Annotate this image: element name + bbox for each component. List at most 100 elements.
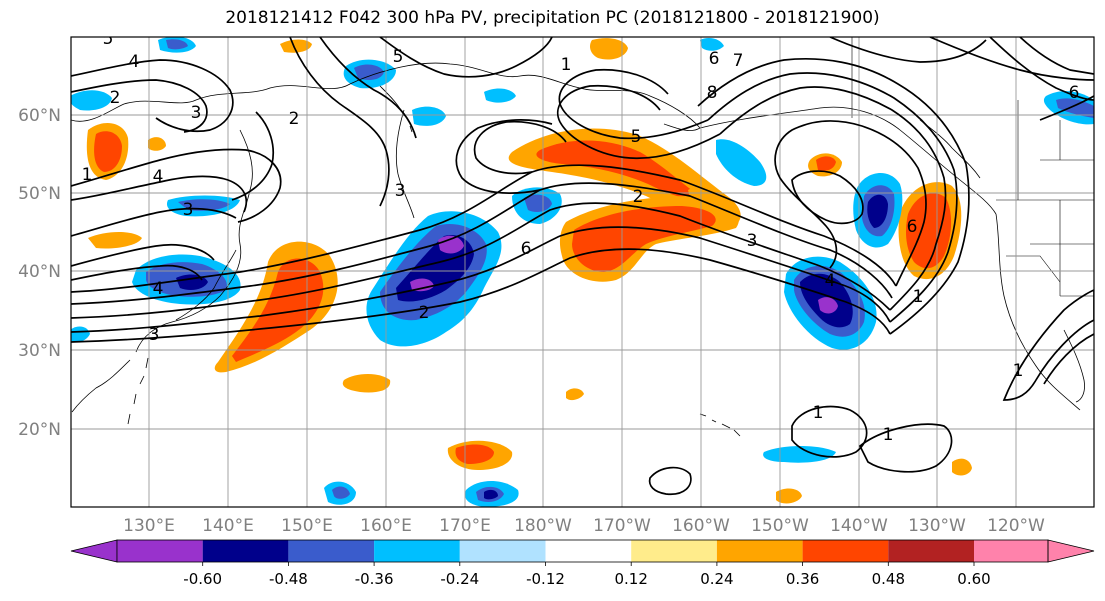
negative-precip-region	[438, 235, 464, 254]
negative-precip-region	[412, 106, 446, 126]
contour-label: 4	[825, 271, 836, 291]
colorbar-segment	[459, 540, 546, 562]
lon-label: 160°E	[360, 516, 412, 536]
colorbar-segment	[374, 540, 460, 562]
negative-precip-region	[716, 139, 767, 186]
contour-label: 6	[521, 239, 532, 259]
colorbar-tick-label: -0.48	[269, 570, 308, 588]
negative-precip-region	[71, 326, 90, 342]
contour-label: 6	[1069, 83, 1080, 103]
colorbar-tick-labels: -0.60 -0.48 -0.36 -0.24 -0.12 0.12 0.24 …	[183, 570, 990, 588]
pv-contour	[929, 37, 1094, 81]
coastline	[175, 249, 237, 321]
lon-label: 150°E	[281, 516, 333, 536]
latitude-labels: 60°N 50°N 40°N 30°N 20°N	[18, 106, 61, 440]
contour-labels: 4 3 2 5 4 3 1 5 2 6 4 3 2 1 5 2 6 3 4 3	[82, 37, 1080, 445]
pv-contour	[71, 202, 891, 319]
positive-precip-region	[148, 137, 166, 151]
negative-precip-region	[524, 194, 552, 212]
pv-contour	[707, 72, 958, 323]
positive-precip-region	[342, 374, 391, 393]
negative-precip-region	[484, 88, 516, 103]
coastline	[135, 129, 253, 353]
negative-precip-region	[410, 278, 434, 292]
pv-contour	[829, 37, 987, 63]
island-chain	[127, 357, 149, 425]
contour-label: 2	[419, 303, 430, 323]
lon-label: 120°W	[987, 516, 1045, 536]
colorbar-tick-label: -0.36	[355, 570, 394, 588]
contour-label: 4	[153, 167, 164, 187]
longitude-labels: 130°E 140°E 150°E 160°E 170°E 180°W 170°…	[123, 516, 1045, 536]
pv-contour	[71, 182, 893, 305]
lon-label: 170°E	[439, 516, 491, 536]
positive-precip-region	[572, 206, 716, 272]
negative-precip-region	[818, 297, 838, 314]
pv-contour	[697, 57, 970, 335]
contour-label: 5	[631, 127, 642, 147]
contour-label: 4	[129, 52, 140, 72]
contour-label: 3	[183, 200, 194, 220]
pv-contour	[71, 164, 897, 293]
contour-label: 3	[149, 325, 160, 345]
colorbar-tick-label: 0.48	[872, 570, 905, 588]
contour-label: 1	[1013, 361, 1024, 381]
negative-precip-region	[354, 64, 384, 80]
contour-label: 6	[709, 49, 720, 69]
coastline	[71, 359, 131, 413]
positive-precip-region	[776, 488, 802, 504]
border-line	[1006, 255, 1061, 283]
positive-precip-region	[280, 39, 312, 53]
pv-contour	[71, 243, 215, 267]
colorbar-tick-label: -0.12	[526, 570, 565, 588]
lon-label: 170°W	[593, 516, 651, 536]
colorbar-tick-label: 0.60	[957, 570, 990, 588]
negative-precip-region	[1056, 98, 1094, 118]
island-chain	[699, 413, 741, 437]
pv-contour	[1043, 333, 1094, 385]
colorbar-tick-label: 0.12	[614, 570, 647, 588]
pv-contour	[379, 37, 553, 78]
positive-precip-region	[536, 140, 700, 199]
pv-contour	[71, 148, 282, 223]
lon-label: 140°E	[202, 516, 254, 536]
colorbar-frame	[116, 539, 1049, 563]
colorbar-segment	[888, 540, 974, 562]
contour-label: 4	[153, 279, 164, 299]
pv-contours	[71, 37, 1094, 496]
contour-label: 2	[633, 187, 644, 207]
pv-contour	[648, 466, 692, 496]
colorbar-extend-low	[70, 539, 118, 563]
positive-precip-region	[232, 258, 324, 362]
pv-contour	[71, 226, 891, 333]
map-title: 2018121412 F042 300 hPa PV, precipitatio…	[225, 8, 880, 28]
pv-contour	[791, 170, 864, 225]
border-line	[1030, 200, 1094, 297]
coastline	[995, 213, 1081, 411]
colorbar-segment	[545, 540, 632, 562]
coastline	[396, 109, 415, 219]
negative-precip-region	[71, 90, 112, 111]
colorbar-tick-label: -0.60	[183, 570, 222, 588]
colorbar-segment	[202, 540, 289, 562]
pv-contour	[774, 120, 927, 287]
lon-label: 160°W	[672, 516, 730, 536]
positive-precip-region	[952, 458, 972, 476]
positive-precip-region	[94, 131, 122, 172]
pv-contour	[319, 37, 417, 139]
coastline	[71, 62, 651, 122]
state-borders	[851, 37, 1094, 297]
pv-contour	[71, 79, 208, 133]
lat-label-30n: 30°N	[18, 341, 61, 361]
pv-contour	[1019, 37, 1094, 75]
border-line	[1040, 120, 1094, 161]
map-panel: 4 3 2 5 4 3 1 5 2 6 4 3 2 1 5 2 6 3 4 3	[70, 36, 1095, 508]
colorbar-tick-label: 0.24	[700, 570, 733, 588]
positive-precip-region	[590, 38, 628, 60]
colorbar: -0.60 -0.48 -0.36 -0.24 -0.12 0.12 0.24 …	[70, 539, 1095, 588]
pv-contour	[473, 120, 567, 175]
lon-label: 130°E	[123, 516, 175, 536]
pv-contour	[1002, 289, 1094, 401]
pv-contour	[1039, 95, 1094, 121]
